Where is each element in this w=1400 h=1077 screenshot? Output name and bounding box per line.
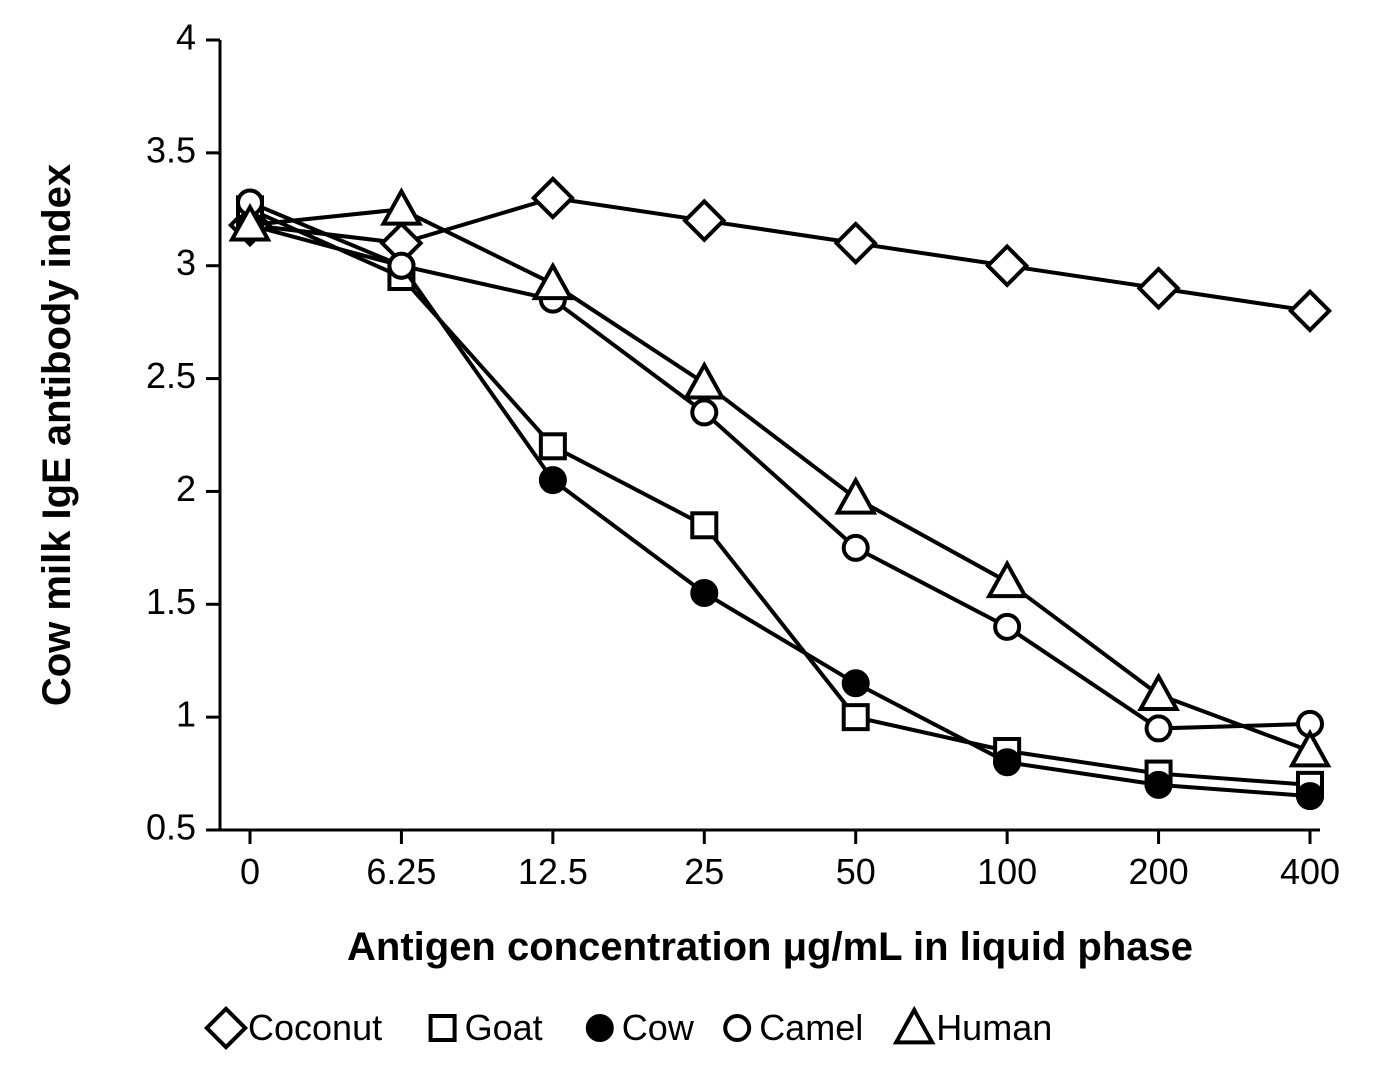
legend-label: Coconut	[248, 1007, 382, 1048]
y-tick-label: 1	[176, 694, 196, 735]
x-tick-label: 6.25	[366, 851, 436, 892]
y-tick-label: 3.5	[146, 129, 196, 170]
x-tick-label: 100	[977, 851, 1037, 892]
x-tick-label: 50	[836, 851, 876, 892]
x-tick-label: 200	[1129, 851, 1189, 892]
y-tick-label: 4	[176, 17, 196, 58]
y-tick-label: 2	[176, 468, 196, 509]
chart-container: 0.5 1 1.5 2 2.5 3 3.5 4 0 6.25 12.5 25 50 100 200 400 An…	[0, 0, 1400, 1077]
y-tick-label: 2.5	[146, 355, 196, 396]
legend-label: Camel	[759, 1007, 863, 1048]
legend-label: Human	[936, 1007, 1052, 1048]
legend-label: Goat	[465, 1007, 543, 1048]
y-tick-label: 1.5	[146, 581, 196, 622]
antibody-chart: 0.5 1 1.5 2 2.5 3 3.5 4 0 6.25 12.5 25 50 100 200 400 An…	[0, 0, 1400, 1077]
x-tick-label: 25	[684, 851, 724, 892]
legend-item-coconut: Coconut	[207, 1007, 382, 1048]
x-axis-title: Antigen concentration μg/mL in liquid ph…	[347, 925, 1193, 969]
y-axis-title: Cow milk IgE antibody index	[35, 164, 79, 706]
y-tick-label: 3	[176, 242, 196, 283]
x-tick-label: 0	[240, 851, 260, 892]
y-tick-label: 0.5	[146, 807, 196, 848]
x-tick-label: 400	[1280, 851, 1340, 892]
x-tick-label: 12.5	[518, 851, 588, 892]
legend-label: Cow	[622, 1007, 695, 1048]
